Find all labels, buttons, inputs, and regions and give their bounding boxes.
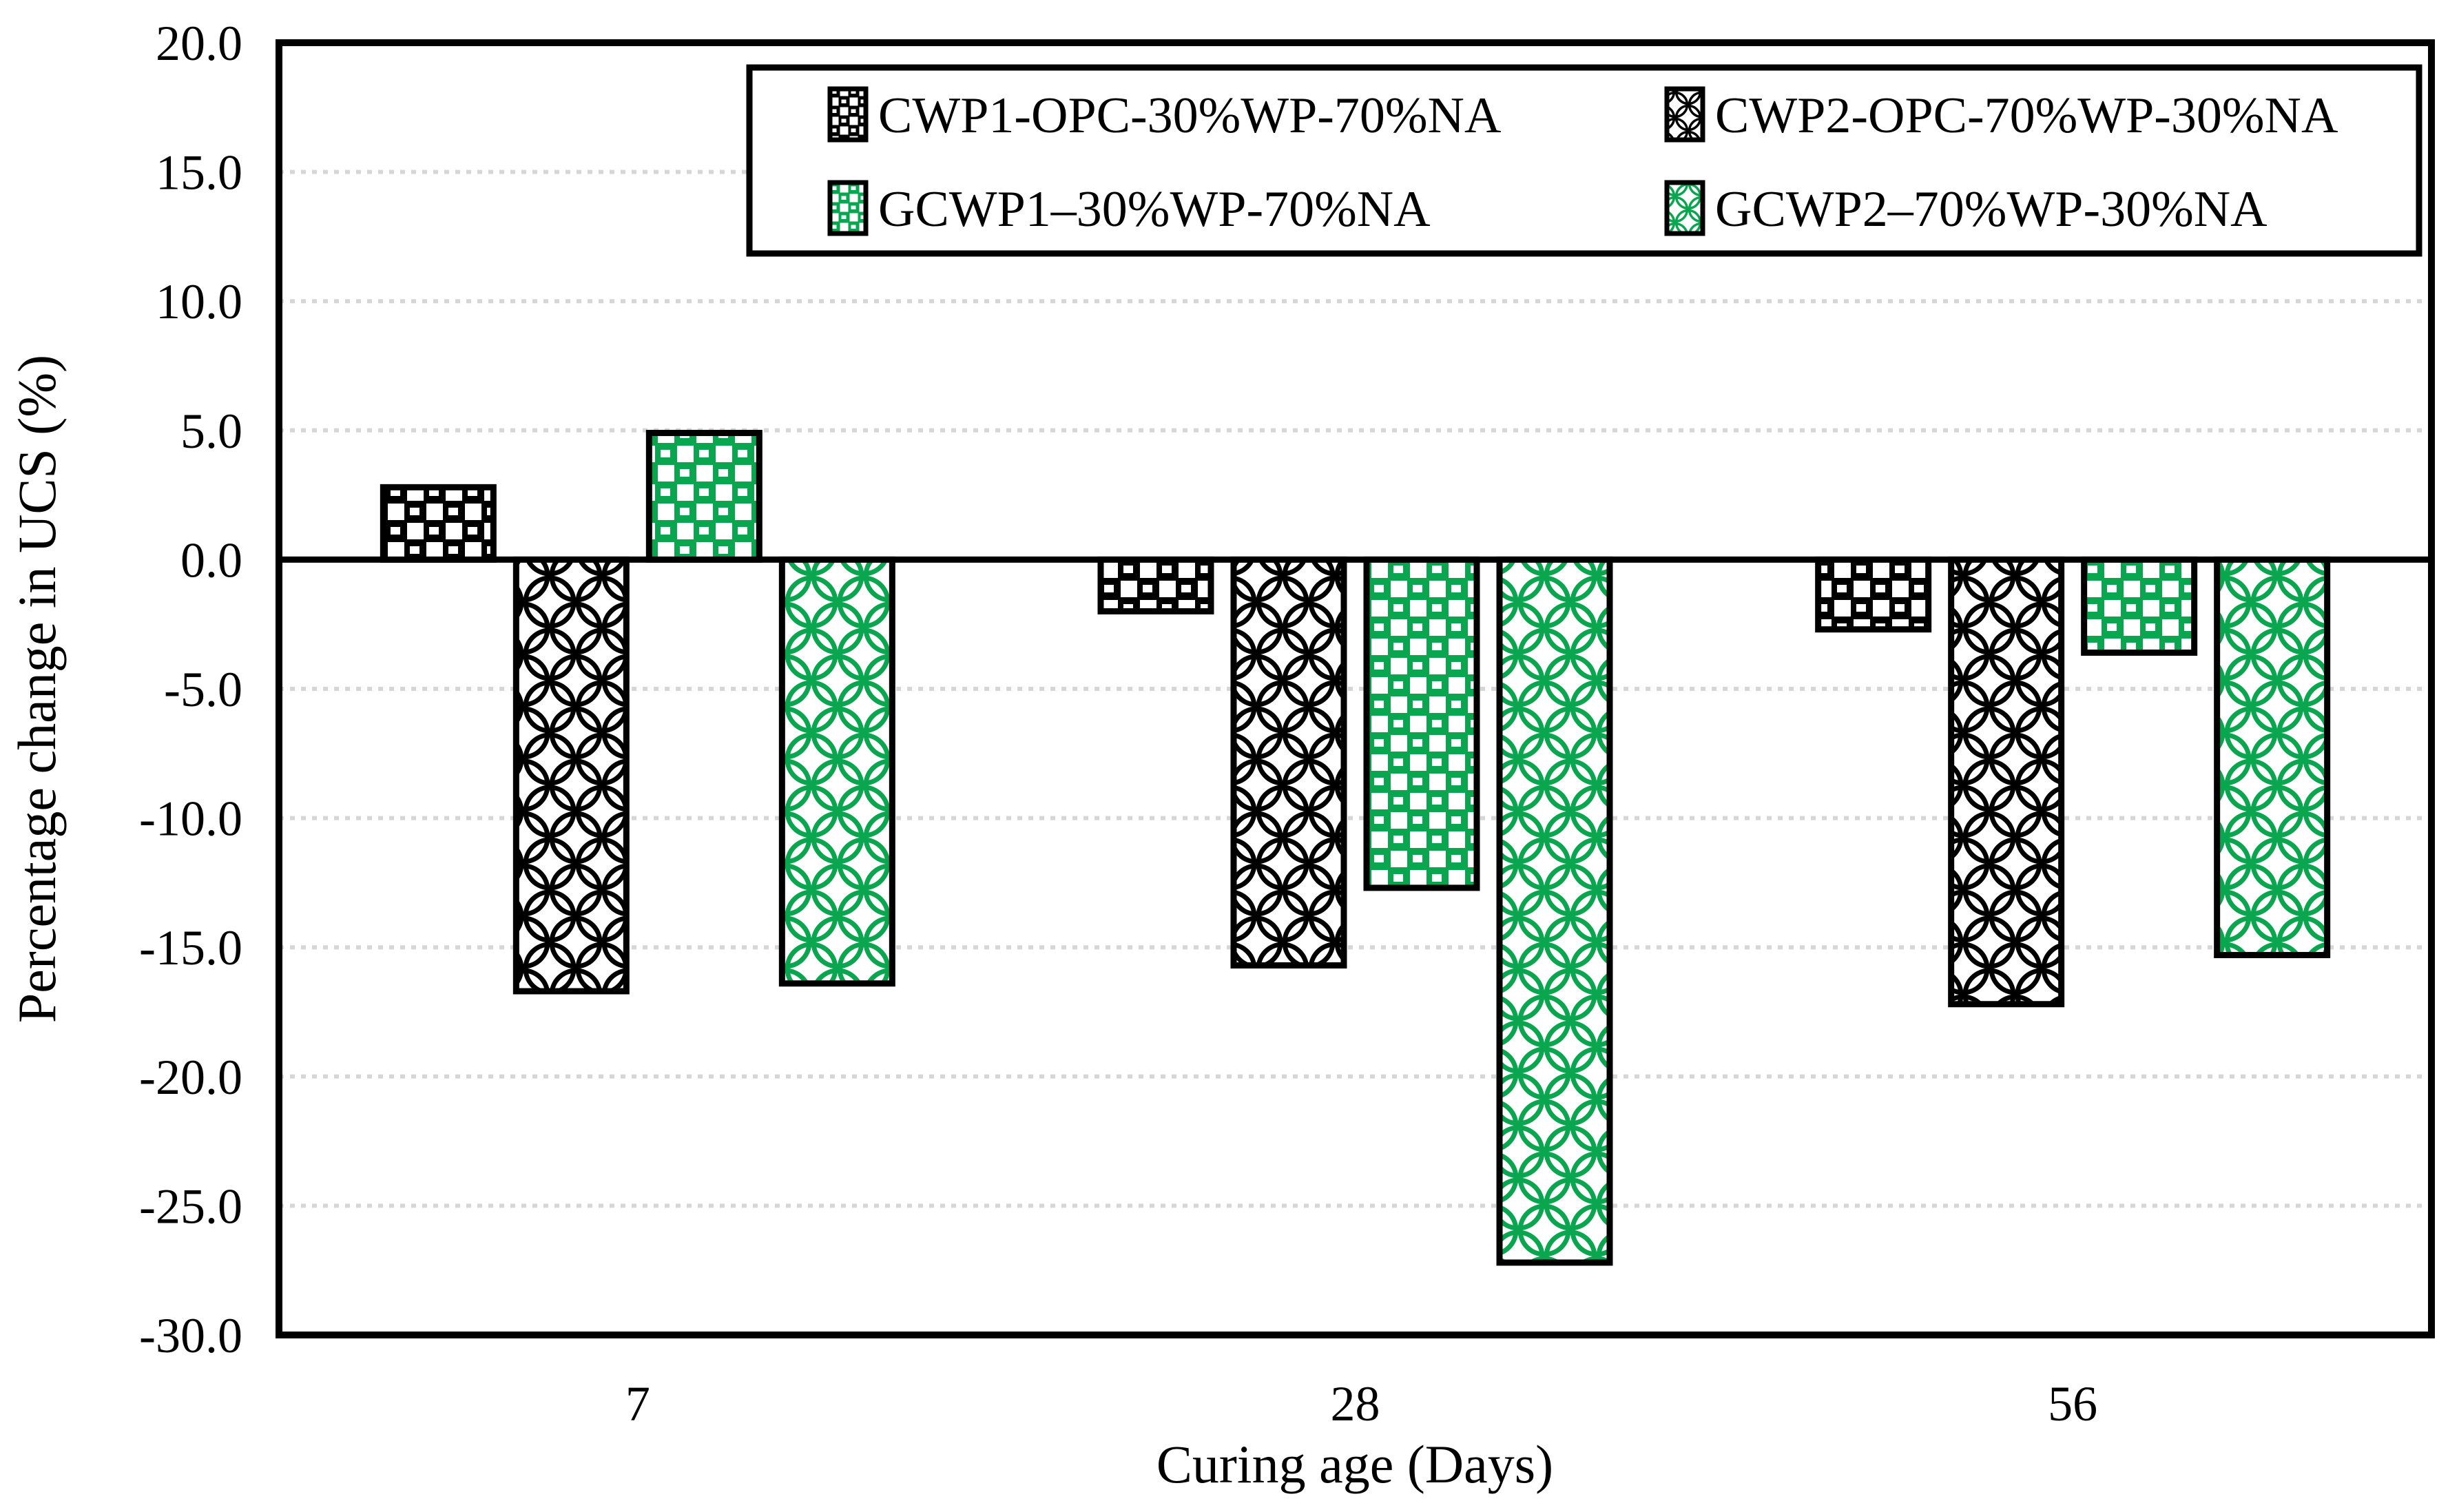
y-tick-label--15.0: -15.0 xyxy=(139,920,242,975)
legend-frame xyxy=(746,64,2422,257)
legend-swatch-CWP1-OPC-30%WP-70%NA xyxy=(827,86,869,143)
bar-GCWP1–30%WP-70%NA-56d xyxy=(2081,556,2198,656)
x-axis-tick-labels: 7 28 56 xyxy=(625,1376,2097,1431)
bar-CWP1-OPC-30%WP-70%NA-28d xyxy=(1097,556,1214,614)
bar-CWP2-OPC-70%WP-30%NA-28d xyxy=(1230,556,1347,969)
y-tick-label-15.0: 15.0 xyxy=(156,145,242,200)
legend-label-GCWP2–70%WP-30%NA: GCWP2–70%WP-30%NA xyxy=(1715,181,2268,238)
bar-GCWP2–70%WP-30%NA-7d xyxy=(778,556,895,987)
y-tick-label-10.0: 10.0 xyxy=(156,274,242,329)
plot-background xyxy=(279,43,2431,1335)
y-axis-tick-labels: 20.0 15.0 10.0 5.0 0.0 -5.0 -10.0 -15.0 -20.0 -25… xyxy=(139,16,242,1363)
y-tick-label--25.0: -25.0 xyxy=(139,1179,242,1234)
bar-GCWP1–30%WP-70%NA-28d xyxy=(1363,556,1480,891)
y-tick-label--20.0: -20.0 xyxy=(139,1050,242,1105)
plot-frame xyxy=(276,39,2435,1338)
y-tick-label-20.0: 20.0 xyxy=(156,16,242,71)
y-tick-label--10.0: -10.0 xyxy=(139,791,242,847)
x-axis-title: Curing age (Days) xyxy=(1156,1434,1553,1494)
x-tick-label-56: 56 xyxy=(2048,1376,2097,1431)
bar-CWP2-OPC-70%WP-30%NA-56d xyxy=(1948,556,2065,1008)
legend: CWP1-OPC-30%WP-70%NA CWP2-OPC-70%WP-30%NA… xyxy=(746,64,2422,257)
legend-swatch-GCWP1–30%WP-70%NA xyxy=(827,180,869,236)
y-axis-title: Percentage change in UCS (%) xyxy=(7,355,67,1023)
legend-swatch-GCWP2–70%WP-30%NA xyxy=(1664,180,1705,236)
bar-GCWP2–70%WP-30%NA-28d xyxy=(1496,556,1613,1266)
bar-CWP1-OPC-30%WP-70%NA-7d xyxy=(380,484,497,563)
x-tick-label-7: 7 xyxy=(625,1376,650,1431)
y-tick-label-5.0: 5.0 xyxy=(180,404,242,459)
bar-CWP2-OPC-70%WP-30%NA-7d xyxy=(512,556,630,995)
bar-CWP1-OPC-30%WP-70%NA-56d xyxy=(1815,556,1932,633)
bar-series-group xyxy=(380,430,2331,1266)
legend-label-GCWP1–30%WP-70%NA: GCWP1–30%WP-70%NA xyxy=(878,181,1431,238)
bar-GCWP1–30%WP-70%NA-7d xyxy=(645,430,762,563)
x-tick-label-28: 28 xyxy=(1331,1376,1380,1431)
legend-swatch-CWP2-OPC-70%WP-30%NA xyxy=(1664,86,1705,143)
y-tick-label--30.0: -30.0 xyxy=(139,1308,242,1363)
legend-label-CWP2-OPC-70%WP-30%NA: CWP2-OPC-70%WP-30%NA xyxy=(1715,87,2338,144)
bar-GCWP2–70%WP-30%NA-56d xyxy=(2214,556,2331,958)
legend-label-CWP1-OPC-30%WP-70%NA: CWP1-OPC-30%WP-70%NA xyxy=(878,87,1501,144)
y-tick-label-0.0: 0.0 xyxy=(180,532,242,588)
y-tick-label--5.0: -5.0 xyxy=(164,662,242,717)
